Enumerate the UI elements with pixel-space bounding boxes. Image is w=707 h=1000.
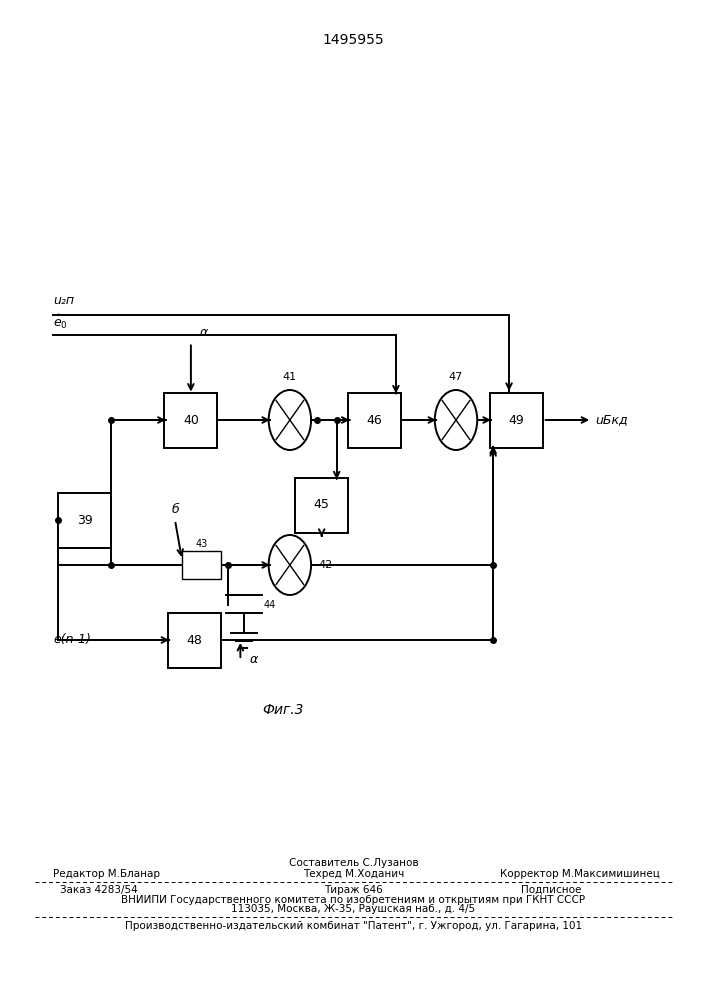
Bar: [182, 551, 221, 579]
Text: Техред М.Ходанич: Техред М.Ходанич: [303, 869, 404, 879]
Bar: [58, 492, 112, 548]
Text: 44: 44: [264, 600, 276, 610]
Text: ВНИИПИ Государственного комитета по изобретениям и открытиям при ГКНТ СССР: ВНИИПИ Государственного комитета по изоб…: [122, 895, 585, 905]
Bar: [168, 612, 221, 668]
Text: u₂п: u₂п: [53, 294, 74, 307]
Bar: [164, 392, 218, 448]
Text: Заказ 4283/54: Заказ 4283/54: [60, 885, 138, 895]
Text: 1495955: 1495955: [322, 33, 385, 47]
Text: 43: 43: [195, 539, 208, 549]
Text: α: α: [250, 653, 258, 666]
Text: 41: 41: [283, 372, 297, 382]
Text: 49: 49: [508, 414, 524, 426]
Text: Подписное: Подписное: [521, 885, 582, 895]
Text: 113035, Москва, Ж-35, Раушская наб., д. 4/5: 113035, Москва, Ж-35, Раушская наб., д. …: [231, 904, 476, 914]
Text: Составитель С.Лузанов: Составитель С.Лузанов: [288, 858, 419, 868]
Text: Производственно-издательский комбинат "Патент", г. Ужгород, ул. Гагарина, 101: Производственно-издательский комбинат "П…: [125, 921, 582, 931]
Text: 48: 48: [187, 634, 202, 647]
Text: 39: 39: [77, 514, 93, 526]
Text: Корректор М.Максимишинец: Корректор М.Максимишинец: [500, 869, 660, 879]
Text: 47: 47: [449, 372, 463, 382]
Bar: [349, 392, 402, 448]
Bar: [489, 392, 543, 448]
Text: α: α: [199, 326, 208, 339]
Text: б: б: [171, 503, 179, 516]
Bar: [296, 478, 348, 532]
Text: 46: 46: [367, 414, 382, 426]
Text: $\hat{e}_0$: $\hat{e}_0$: [53, 313, 68, 331]
Text: Редактор М.Бланар: Редактор М.Бланар: [52, 869, 160, 879]
Text: Фиг.3: Фиг.3: [262, 703, 303, 717]
Circle shape: [269, 390, 311, 450]
Text: 42: 42: [318, 560, 332, 570]
Circle shape: [435, 390, 477, 450]
Text: 45: 45: [314, 498, 329, 512]
Text: uБкд: uБкд: [595, 414, 629, 426]
Text: e(n-1): e(n-1): [53, 634, 91, 647]
Text: 40: 40: [183, 414, 199, 426]
Circle shape: [269, 535, 311, 595]
Text: Тираж 646: Тираж 646: [324, 885, 383, 895]
